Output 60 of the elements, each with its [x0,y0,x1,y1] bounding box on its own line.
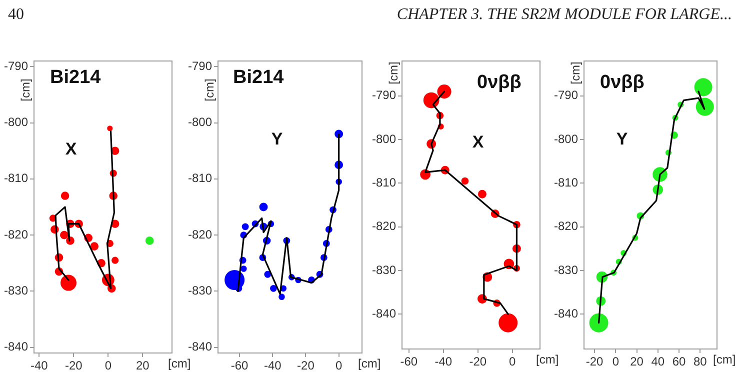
y-tick-label: -830 [372,262,396,277]
x-tick-label: -60 [400,354,418,369]
y-tick-label: -820 [188,227,212,242]
x-axis-title: [cm] [358,356,381,370]
annotation: Y [271,130,284,149]
chart-title: Bi214 [233,67,284,88]
y-axis-title: [cm] [202,78,216,102]
text: 40 [8,6,24,24]
y-tick-label: -790 [4,58,28,73]
y-tick-label: -810 [188,171,212,186]
x-tick-label: -40 [434,354,452,369]
annotation: X [65,140,78,159]
x-tick-label: 0 [335,358,342,373]
x-tick-label: -40 [30,358,48,373]
y-tick-label: -830 [4,284,28,298]
y-tick-label: -810 [554,175,578,190]
y-tick-label: -820 [372,219,396,234]
y-tick-label: -800 [188,115,212,130]
x-tick-label: 20 [136,358,150,373]
x-tick-label: -20 [297,358,315,373]
x-tick-label: 80 [693,354,708,369]
y-tick-label: -820 [554,219,578,234]
x-tick-label: 0 [104,358,112,373]
x-tick-label: 0 [509,354,516,369]
y-tick-label: -840 [188,340,212,354]
y-axis-title: [cm] [386,62,400,84]
y-axis-title: [cm] [568,62,582,84]
text: 0νββ [600,72,644,94]
text: 0νββ [477,72,522,94]
x-tick-label: 20 [630,354,644,369]
x-tick-label: -40 [264,358,282,373]
x-axis-title: [cm] [168,356,191,370]
x-tick-label: -20 [586,354,604,369]
chart-title: Bi214 [50,67,102,88]
y-tick-label: -840 [372,306,396,320]
y-axis-title: [cm] [18,78,32,102]
y-tick-label: -800 [372,132,396,146]
x-tick-label: 40 [651,354,665,369]
y-tick-label: -820 [4,227,28,242]
annotation: X [472,132,484,152]
y-tick-label: -830 [554,262,578,277]
y-tick-label: -840 [4,340,28,354]
y-tick-label: -810 [372,175,396,190]
x-tick-label: 0 [612,354,620,369]
y-tick-label: -790 [188,58,212,73]
y-tick-label: -800 [4,115,28,130]
x-tick-label: -20 [65,358,83,373]
y-tick-label: -790 [554,88,578,102]
x-tick-label: -60 [230,358,249,373]
y-tick-label: -810 [4,171,28,186]
x-tick-label: -20 [469,354,487,369]
annotation: Y [616,130,628,149]
y-tick-label: -840 [554,306,578,320]
x-axis-title: [cm] [713,352,736,366]
y-tick-label: -790 [372,88,396,102]
y-tick-label: -800 [554,132,578,146]
y-tick-label: -830 [188,284,212,298]
text: CHAPTER 3. THE SR2M MODULE FOR LARGE... [396,6,732,24]
x-tick-label: 60 [672,354,686,369]
x-axis-title: [cm] [536,352,559,366]
